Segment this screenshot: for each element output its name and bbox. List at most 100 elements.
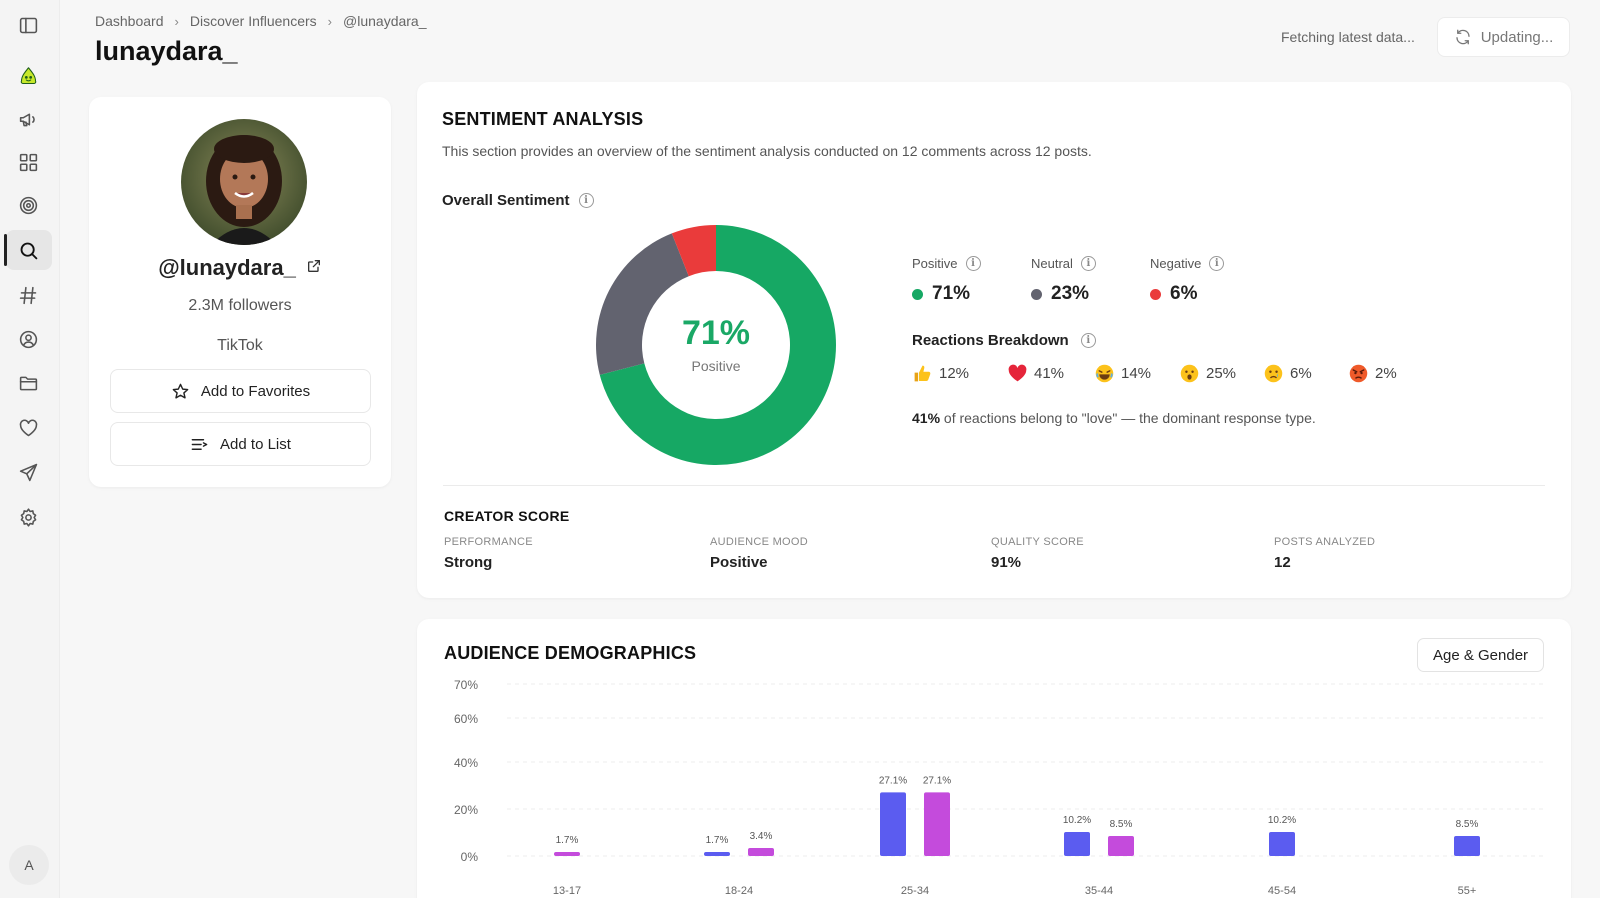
bar[interactable] [1064,832,1090,856]
info-icon[interactable]: i [1209,256,1225,271]
bar[interactable] [1269,832,1295,856]
donut-center-label: Positive [691,358,741,374]
bar-value-label: 27.1% [879,775,907,786]
metric-value: Strong [444,554,493,571]
breadcrumb-current: @lunaydara_ [343,13,427,29]
breadcrumb-discover[interactable]: Discover Influencers [189,13,317,29]
y-tick-label: 20% [454,803,478,817]
x-tick-label: 45-54 [1268,885,1296,897]
target-icon[interactable] [16,193,40,217]
add-to-list-button[interactable]: Add to List [110,422,371,466]
sentiment-description: This section provides an overview of the… [442,143,1092,159]
external-link-icon[interactable] [306,258,322,279]
reaction-thumbs-up: 12% [912,363,969,384]
megaphone-icon[interactable] [16,107,40,131]
legend-negative-value: 6% [1170,283,1198,304]
legend-positive-label: Positive [912,256,958,271]
sentiment-title: SENTIMENT ANALYSIS [442,109,644,129]
panel-toggle-icon[interactable] [16,13,40,37]
x-tick-label: 18-24 [725,885,753,897]
sidebar: A [0,0,60,898]
donut-center: 71% Positive [595,224,837,466]
x-tick-label: 35-44 [1085,885,1113,897]
reaction-value: 41% [1034,365,1065,382]
reaction-value: 12% [939,365,970,382]
info-icon[interactable]: i [1080,333,1096,348]
dominant-reaction-text: 41% of reactions belong to "love" — the … [912,410,1316,426]
add-to-favorites-button[interactable]: Add to Favorites [110,369,371,413]
settings-icon[interactable] [16,505,40,529]
followers-count: 2.3M followers [188,297,292,314]
bar[interactable] [1108,836,1134,856]
reaction-value: 14% [1121,365,1152,382]
hashtag-icon[interactable] [16,283,40,307]
folder-icon[interactable] [16,371,40,395]
info-icon[interactable]: i [1080,256,1096,271]
sentiment-card: SENTIMENT ANALYSIS This section provides… [417,82,1571,598]
profile-handle: @lunaydara_ [158,255,296,280]
bar[interactable] [554,852,580,856]
info-icon[interactable]: i [578,193,594,208]
bar-value-label: 1.7% [556,835,579,846]
grid-icon[interactable] [16,150,40,174]
send-icon[interactable] [16,460,40,484]
donut-slice-neutral [596,233,689,375]
metric-value: Positive [710,554,768,571]
dominant-description: of reactions belong to "love" — the domi… [940,410,1316,426]
breadcrumb-dashboard[interactable]: Dashboard [95,13,164,29]
bar-value-label: 10.2% [1063,815,1091,826]
y-tick-label: 60% [454,712,478,726]
x-tick-label: 55+ [1458,885,1477,897]
overall-sentiment-text: Overall Sentiment [442,192,570,209]
legend-negative-label: Negative [1150,256,1202,271]
bar[interactable] [748,848,774,856]
laughing-face-icon [1095,364,1114,383]
profile-avatar [181,119,307,245]
add-to-list-label: Add to List [220,435,291,453]
legend-neutral-label: Neutral [1031,256,1073,271]
bar[interactable] [1454,836,1480,856]
user-avatar[interactable]: A [9,845,49,885]
metric-label: PERFORMANCE [444,536,533,548]
y-tick-label: 0% [461,850,479,864]
metric-audience-mood: AUDIENCE MOOD Positive [710,536,808,571]
donut-slice-positive [599,225,836,465]
reaction-crying: 6% [1263,363,1312,384]
bar[interactable] [924,792,950,856]
breadcrumb: Dashboard › Discover Influencers › @luna… [95,13,427,29]
list-add-icon [191,438,208,450]
creator-score-title: CREATOR SCORE [444,508,570,524]
y-tick-label: 40% [454,756,478,770]
platform-name: TikTok [217,337,263,354]
bar-value-label: 8.5% [1110,819,1133,830]
brand-logo-icon[interactable] [16,64,40,88]
reaction-value: 25% [1206,365,1237,382]
star-icon [172,383,189,399]
donut-chart [596,225,836,465]
info-icon[interactable]: i [965,256,981,271]
reaction-heart: 41% [1007,363,1064,384]
age-gender-filter-button[interactable]: Age & Gender [1417,638,1544,672]
negative-dot [1150,288,1161,300]
bar-value-label: 1.7% [706,835,729,846]
legend-positive-value: 71% [932,283,971,304]
reactions-title-text: Reactions Breakdown [912,332,1069,349]
neutral-dot [1031,288,1042,300]
thumbs-up-icon [914,365,931,382]
bar[interactable] [880,792,906,856]
user-circle-icon[interactable] [16,327,40,351]
updating-button[interactable]: Updating... [1437,17,1570,57]
divider [443,485,1545,486]
sentiment-donut: 71% Positive [595,224,837,466]
metric-label: AUDIENCE MOOD [710,536,809,548]
bar[interactable] [704,852,730,856]
chevron-right-icon: › [327,13,333,29]
refresh-icon [1456,29,1470,45]
donut-center-value: 71% [681,314,751,352]
metric-performance: PERFORMANCE Strong [444,536,533,571]
page-title: lunaydara_ [95,36,238,66]
overall-sentiment-label: Overall Sentiment i [442,192,594,209]
search-icon[interactable] [16,238,40,262]
reaction-angry: 2% [1348,363,1397,384]
heart-icon[interactable] [16,416,40,440]
